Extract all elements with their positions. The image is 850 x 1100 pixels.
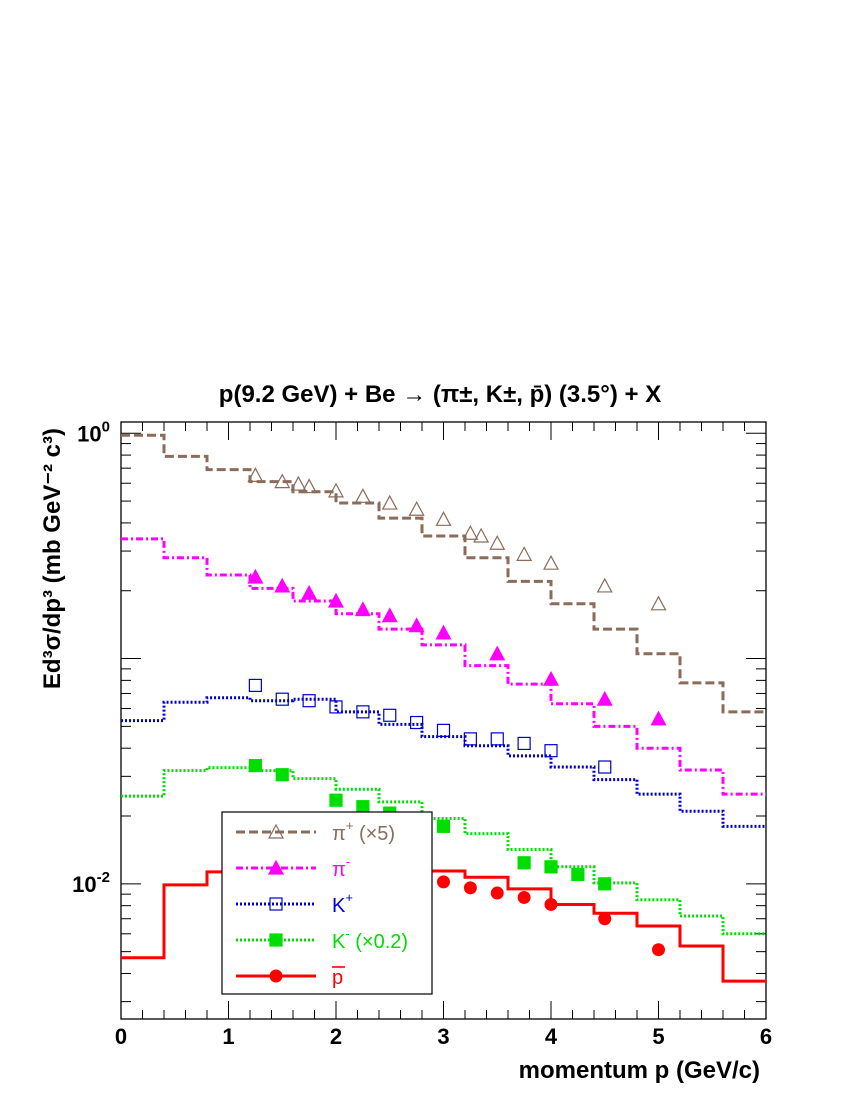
legend-label: π- xyxy=(332,854,350,881)
data-point xyxy=(248,758,262,773)
data-point xyxy=(383,708,397,722)
data-point xyxy=(598,912,612,926)
x-tick-label: 0 xyxy=(115,1024,127,1049)
legend-label: p xyxy=(332,967,343,989)
data-point xyxy=(490,886,504,900)
histogram-line xyxy=(121,537,766,796)
data-point xyxy=(269,933,283,947)
data-point xyxy=(517,890,531,904)
data-point xyxy=(435,624,452,640)
data-point xyxy=(650,710,667,726)
data-point xyxy=(596,690,613,706)
histograms xyxy=(121,433,766,983)
data-point xyxy=(489,645,506,661)
data-point xyxy=(274,577,291,593)
data-point xyxy=(544,897,558,911)
data-point xyxy=(571,867,585,882)
data-point xyxy=(598,760,612,774)
data-point xyxy=(410,715,424,730)
data-point xyxy=(596,577,613,593)
axis-labels: 0 1 2 3 4 5 6 100 10-2 xyxy=(72,418,772,1049)
data-point xyxy=(327,482,345,498)
data-point xyxy=(435,511,452,526)
legend-label: π+ (×5) xyxy=(332,818,395,845)
histogram-line xyxy=(121,766,766,936)
histogram-line xyxy=(121,696,766,828)
data-point xyxy=(354,601,371,617)
axis-ticks xyxy=(120,422,767,1019)
data-point xyxy=(462,524,479,540)
data-points xyxy=(247,467,667,957)
y-tick-label: 10-2 xyxy=(72,869,110,897)
data-point xyxy=(275,692,289,706)
y-axis-label: Ed³σ/dp³ (mb GeV⁻² c³) xyxy=(39,428,66,689)
data-point xyxy=(356,705,370,719)
data-point xyxy=(329,793,343,807)
data-point xyxy=(301,584,318,600)
y-tick-label: 100 xyxy=(77,418,110,446)
data-point xyxy=(248,678,262,692)
data-point xyxy=(489,534,506,550)
data-point xyxy=(463,881,477,895)
data-point xyxy=(408,617,425,633)
x-tick-label: 4 xyxy=(545,1024,558,1049)
x-tick-label: 3 xyxy=(437,1024,449,1049)
legend: π+ (×5) π- K+ K- (×0.2) p xyxy=(221,811,433,995)
data-point xyxy=(247,467,264,483)
legend-label: K- (×0.2) xyxy=(332,926,408,953)
x-axis-label: momentum p (GeV/c) xyxy=(519,1057,760,1084)
legend-label: K+ xyxy=(332,890,353,917)
x-tick-label: 6 xyxy=(760,1024,772,1049)
data-point xyxy=(354,488,371,503)
data-point xyxy=(463,732,477,746)
data-point xyxy=(302,694,316,708)
data-point xyxy=(490,732,504,746)
data-point xyxy=(517,856,531,870)
data-point xyxy=(274,473,291,489)
chart-title: p(9.2 GeV) + Be → (π±, K±, p̄) (3.5°) + … xyxy=(219,381,661,408)
data-point xyxy=(327,592,345,608)
data-point xyxy=(436,723,451,737)
data-point xyxy=(269,969,283,983)
data-point xyxy=(437,875,450,889)
data-point xyxy=(267,859,285,875)
data-point xyxy=(542,670,560,686)
data-point xyxy=(290,475,307,491)
x-tick-label: 5 xyxy=(652,1024,664,1049)
data-point xyxy=(473,527,490,543)
data-point xyxy=(356,800,370,814)
data-point xyxy=(544,860,558,874)
data-point xyxy=(381,494,398,510)
data-point xyxy=(542,554,560,570)
data-point xyxy=(598,877,612,891)
data-point xyxy=(275,768,289,782)
data-point xyxy=(544,744,558,758)
data-point xyxy=(408,500,425,516)
data-point xyxy=(381,607,398,623)
data-point xyxy=(517,736,531,751)
data-point xyxy=(267,823,285,839)
data-point xyxy=(652,943,665,957)
data-point xyxy=(516,546,533,561)
data-point xyxy=(247,568,264,584)
histogram-line xyxy=(121,433,766,714)
data-point xyxy=(436,819,451,833)
data-point xyxy=(329,700,343,714)
x-tick-label: 1 xyxy=(222,1024,234,1049)
data-point xyxy=(269,897,283,911)
data-point xyxy=(301,478,318,494)
data-point xyxy=(650,595,667,611)
x-tick-label: 2 xyxy=(330,1024,342,1049)
